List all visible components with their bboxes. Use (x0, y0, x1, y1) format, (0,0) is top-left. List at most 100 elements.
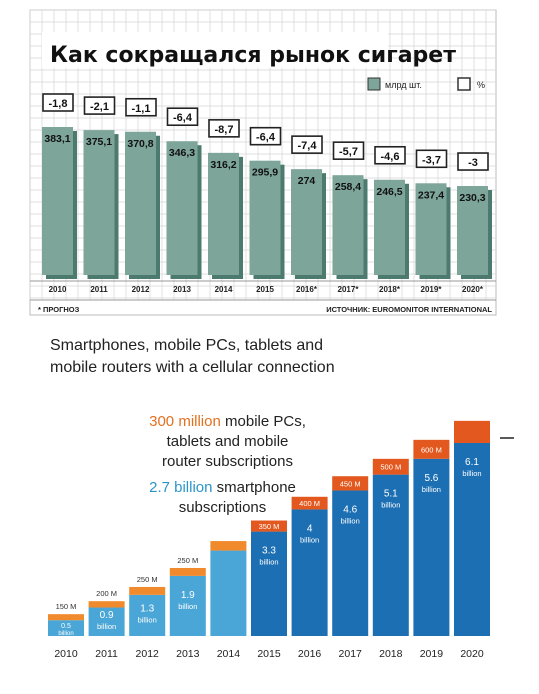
top-bar-value: 237,4 (418, 189, 444, 201)
bottom-year-label: 2013 (176, 648, 200, 660)
smartphone-value: 1.9 (181, 590, 195, 601)
other-devices-bar (372, 458, 409, 475)
other-devices-bar (251, 520, 287, 532)
bottom-year-label: 2017 (339, 648, 363, 660)
top-year-label: 2019* (421, 285, 443, 294)
top-percent-value: -1,1 (132, 103, 151, 115)
top-bar (83, 130, 115, 275)
top-chart-title: Как сокращался рынок сигарет (50, 43, 456, 68)
legend-swatch-percent (457, 77, 471, 91)
annotation-blue: 2.7 billion smartphone subscriptions (130, 478, 315, 518)
legend-label-percent: % (477, 80, 485, 90)
top-bar-group: 230,3 -3 2020* (457, 152, 492, 294)
smartphone-unit: billion (341, 516, 360, 525)
top-percent-value: -7,4 (298, 140, 318, 152)
other-devices-value: 250 M (177, 556, 198, 565)
top-percent-box (374, 145, 406, 165)
annotation-blue-text-2: subscriptions (178, 499, 267, 516)
smartphone-unit: billion (259, 558, 278, 567)
smartphone-value: 5.6 (424, 473, 438, 484)
smartphone-unit: billion (97, 622, 116, 631)
top-footnote: * ПРОГНОЗ (38, 305, 80, 314)
other-devices-bar (210, 541, 247, 551)
top-percent-value: -6,4 (256, 132, 276, 144)
top-bar-value: 230,3 (459, 192, 485, 204)
top-percent-value: -2,1 (90, 101, 109, 113)
bottom-year-label: 2011 (95, 648, 118, 660)
top-bar-group: 237,4 -3,7 2019* (415, 149, 451, 294)
top-bar (457, 186, 488, 275)
top-year-label: 2011 (90, 285, 108, 294)
top-bar-value: 383,1 (44, 133, 70, 145)
other-devices-value: 400 M (299, 499, 320, 508)
top-year-label: 2018* (379, 285, 401, 294)
top-bar-value: 375,1 (86, 136, 112, 148)
bottom-title-line-2: mobile routers with a cellular connectio… (50, 359, 335, 376)
top-percent-box (83, 96, 116, 115)
top-bar-value: 346,3 (169, 147, 195, 159)
top-bar-value: 370,8 (127, 138, 153, 150)
annotation-blue-value: 2.7 billion (149, 479, 213, 496)
annotation-orange-text-1: mobile PCs, (225, 413, 306, 430)
top-percent-box (125, 97, 157, 117)
top-year-label: 2014 (215, 285, 233, 294)
annotation-orange-text-2: tablets and mobile (166, 433, 289, 450)
other-devices-bar (169, 567, 206, 576)
top-percent-value: -8,7 (215, 124, 234, 136)
top-bar (208, 152, 239, 275)
smartphone-bar (413, 458, 450, 636)
smartphone-unit: billion (178, 602, 197, 611)
smartphone-unit: billion (138, 615, 157, 624)
top-percent-box (208, 119, 240, 138)
title-background (42, 32, 388, 68)
top-percent-value: -5,7 (339, 146, 358, 158)
bottom-chart-title: Smartphones, mobile PCs, tablets and mob… (50, 335, 370, 379)
smartphone-unit: billion (381, 501, 400, 510)
smartphone-bar (454, 443, 490, 636)
bottom-year-label: 2016 (298, 648, 322, 660)
bottom-year-label: 2010 (54, 648, 78, 660)
other-devices-bar (332, 476, 369, 491)
smartphone-bar (48, 620, 84, 636)
bottom-year-label: 2018 (379, 648, 403, 660)
other-devices-value: 600 M (421, 445, 442, 454)
other-devices-bar (48, 614, 84, 621)
smartphone-bar (129, 594, 166, 636)
smartphone-value: 0.9 (100, 610, 114, 621)
bottom-bar-group: 2014 (210, 541, 247, 660)
bottom-year-label: 2015 (257, 648, 281, 660)
top-bar (374, 179, 405, 275)
annotation-orange: 300 million mobile PCs, tablets and mobi… (140, 412, 315, 472)
top-bar (249, 160, 281, 275)
smartphone-bar (210, 550, 247, 636)
bottom-year-label: 2012 (136, 648, 160, 660)
other-devices-value: 200 M (96, 589, 117, 598)
other-devices-value: 250 M (137, 575, 158, 584)
top-year-label: 2020* (462, 285, 484, 294)
smartphone-unit: billion (462, 469, 481, 478)
smartphone-value: 4 (307, 523, 313, 534)
other-devices-bar (454, 420, 490, 443)
top-bar (42, 127, 73, 275)
top-bar (125, 131, 156, 275)
bottom-title-line-1: Smartphones, mobile PCs, tablets and (50, 337, 324, 354)
bottom-year-label: 2019 (420, 648, 444, 660)
other-devices-bar (88, 601, 125, 608)
annotation-orange-text-3: router subscriptions (162, 453, 293, 470)
top-bar (166, 141, 198, 275)
top-bar-group: 316,2 -8,7 2014 (208, 119, 243, 294)
top-bar-value: 295,9 (252, 167, 278, 179)
other-devices-value: 500 M (380, 463, 401, 472)
top-year-label: 2013 (173, 285, 191, 294)
top-percent-value: -1,8 (49, 98, 68, 110)
smartphone-bar (332, 490, 369, 636)
top-bar-value: 258,4 (335, 181, 361, 193)
top-bar (415, 183, 447, 275)
